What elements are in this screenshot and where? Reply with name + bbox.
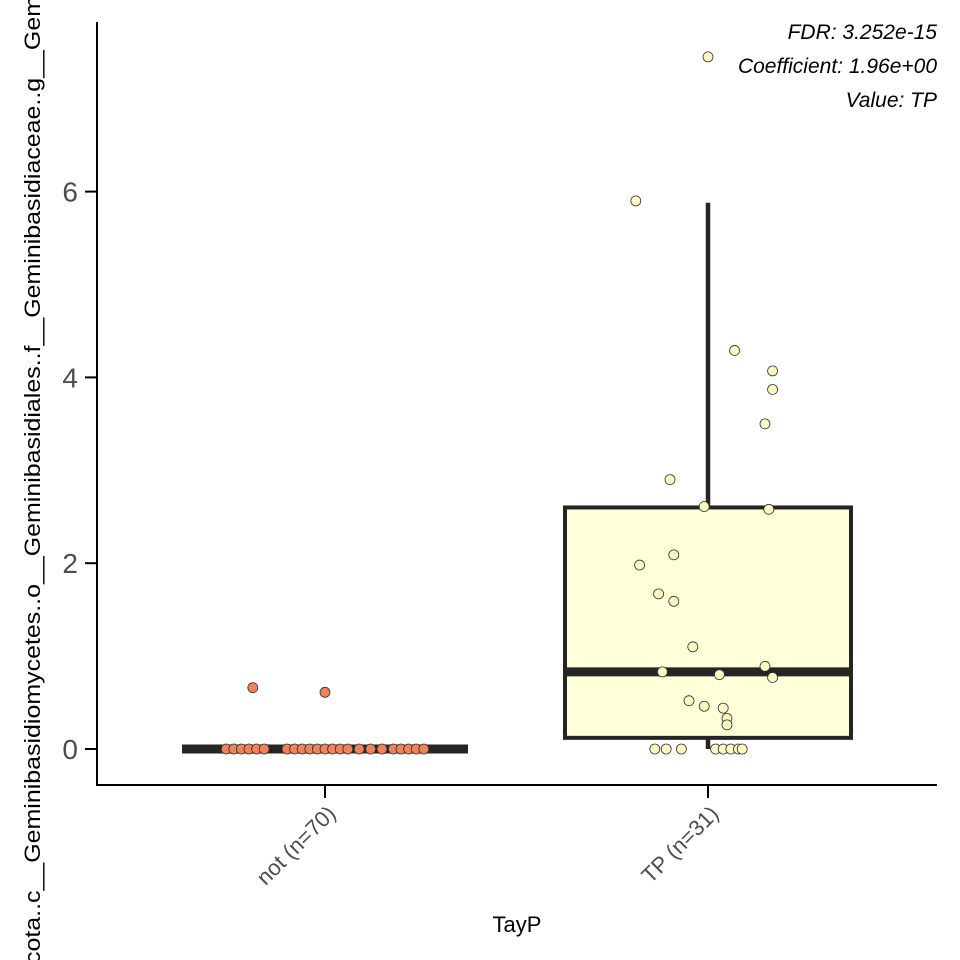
data-point-tp-5 — [759, 418, 771, 430]
annotation-group: FDR: 3.252e-15 Coefficient: 1.96e+00 Val… — [738, 21, 937, 112]
data-point-tp-12 — [668, 595, 680, 607]
data-point-tp-6 — [664, 474, 676, 485]
y-tick-label-2: 2 — [62, 548, 78, 579]
y-axis-title: cota..c__Geminibasidiomycetes..o__Gemini… — [20, 0, 45, 960]
x-tick-label-tp: TP (n=31) — [637, 801, 724, 888]
data-point-tp-25 — [676, 743, 687, 755]
data-point-tp-4 — [767, 384, 778, 395]
data-point-tp-11 — [653, 588, 664, 600]
data-point-tp-23 — [649, 743, 661, 755]
coefficient-annotation: Coefficient: 1.96e+00 — [738, 55, 937, 78]
data-point-tp-20 — [717, 702, 729, 714]
data-point-tp-10 — [634, 559, 645, 571]
data-point-tp-7 — [698, 501, 710, 512]
data-point-tp-8 — [763, 503, 775, 515]
data-point-tp-18 — [683, 695, 695, 707]
box-tp — [563, 505, 853, 740]
data-point-not-16 — [342, 743, 354, 755]
y-tick-label-6: 6 — [62, 177, 78, 208]
data-point-not-17 — [353, 743, 365, 755]
value-annotation: Value: TP — [846, 89, 937, 112]
data-point-not-18 — [365, 743, 377, 755]
data-point-not-19 — [376, 743, 388, 755]
data-point-tp-9 — [668, 549, 680, 561]
data-point-not-7 — [258, 743, 270, 755]
data-point-tp-16 — [714, 669, 725, 681]
data-point-tp-30 — [736, 743, 748, 755]
plot-area — [182, 51, 853, 755]
data-point-not-1 — [319, 686, 331, 698]
x-tick-label-not: not (n=70) — [252, 801, 341, 890]
fdr-annotation: FDR: 3.252e-15 — [788, 21, 938, 44]
data-point-tp-15 — [657, 666, 668, 678]
data-point-tp-3 — [767, 365, 778, 377]
data-point-tp-17 — [767, 672, 778, 683]
data-point-tp-0 — [702, 51, 714, 63]
data-point-tp-22 — [721, 719, 733, 731]
y-tick-label-4: 4 — [62, 362, 78, 393]
axes: not (n=70) TP (n=31) 0 2 4 6 — [62, 22, 937, 890]
data-point-tp-2 — [729, 345, 740, 356]
y-tick-label-0: 0 — [62, 734, 78, 765]
data-point-tp-24 — [660, 743, 672, 755]
data-point-tp-13 — [687, 641, 699, 653]
data-point-tp-14 — [759, 660, 771, 672]
data-point-tp-19 — [698, 700, 710, 712]
data-point-not-24 — [418, 743, 430, 755]
x-axis-title: TayP — [493, 912, 542, 937]
data-point-tp-1 — [630, 195, 642, 207]
data-point-not-0 — [247, 682, 259, 694]
